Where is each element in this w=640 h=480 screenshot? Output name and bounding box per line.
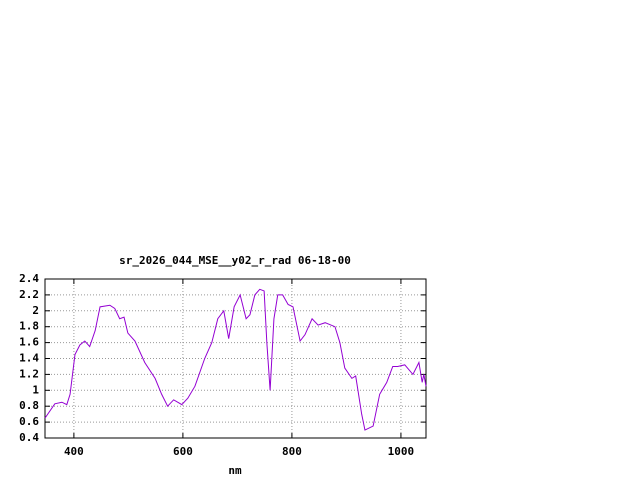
chart-title: sr_2026_044_MSE__y02_r_rad 06-18-00 — [119, 254, 351, 267]
y-tick-label: 2.4 — [19, 272, 39, 285]
x-tick-label: 1000 — [388, 445, 415, 458]
y-tick-label: 2.2 — [19, 288, 39, 301]
x-tick-label: 400 — [64, 445, 84, 458]
plot-frame — [44, 278, 427, 439]
y-tick-label: 1.6 — [19, 336, 39, 349]
y-tick-label: 1.8 — [19, 320, 39, 333]
data-line — [44, 288, 427, 431]
y-tick-label: 0.8 — [19, 399, 39, 412]
x-axis-label: nm — [228, 464, 242, 477]
y-tick-label: 1.4 — [19, 352, 39, 365]
y-tick-label: 1.2 — [19, 367, 39, 380]
x-tick-label: 800 — [282, 445, 302, 458]
x-tick-label: 600 — [173, 445, 193, 458]
y-tick-label: 2 — [32, 304, 39, 317]
y-tick-label: 0.6 — [19, 415, 39, 428]
y-tick-label: 1 — [32, 383, 39, 396]
y-tick-label: 0.4 — [19, 431, 39, 444]
